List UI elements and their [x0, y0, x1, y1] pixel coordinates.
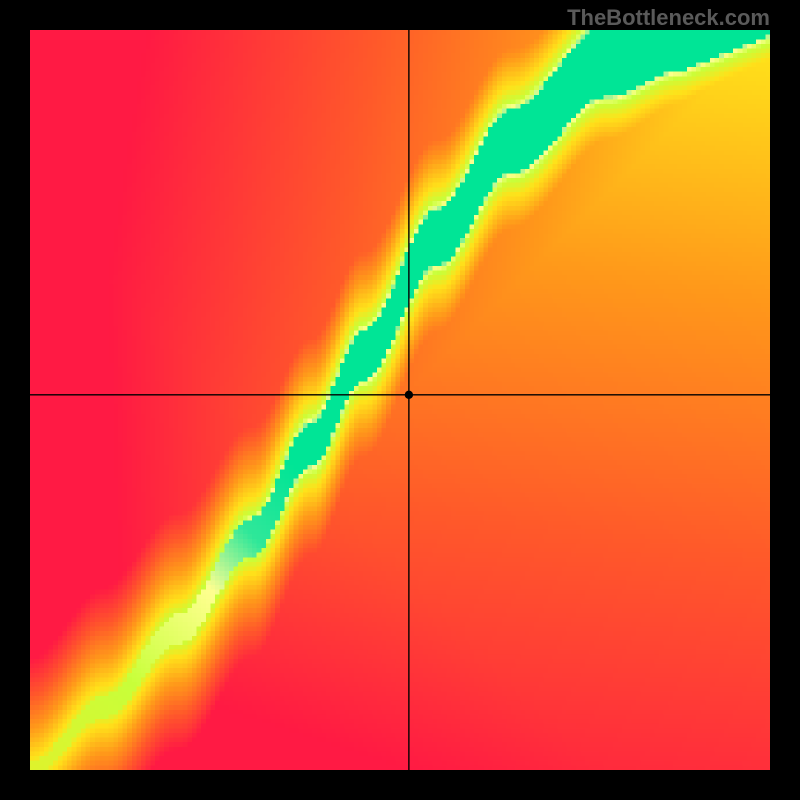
watermark-text: TheBottleneck.com	[567, 5, 770, 31]
chart-container: TheBottleneck.com	[0, 0, 800, 800]
bottleneck-heatmap	[30, 30, 770, 770]
